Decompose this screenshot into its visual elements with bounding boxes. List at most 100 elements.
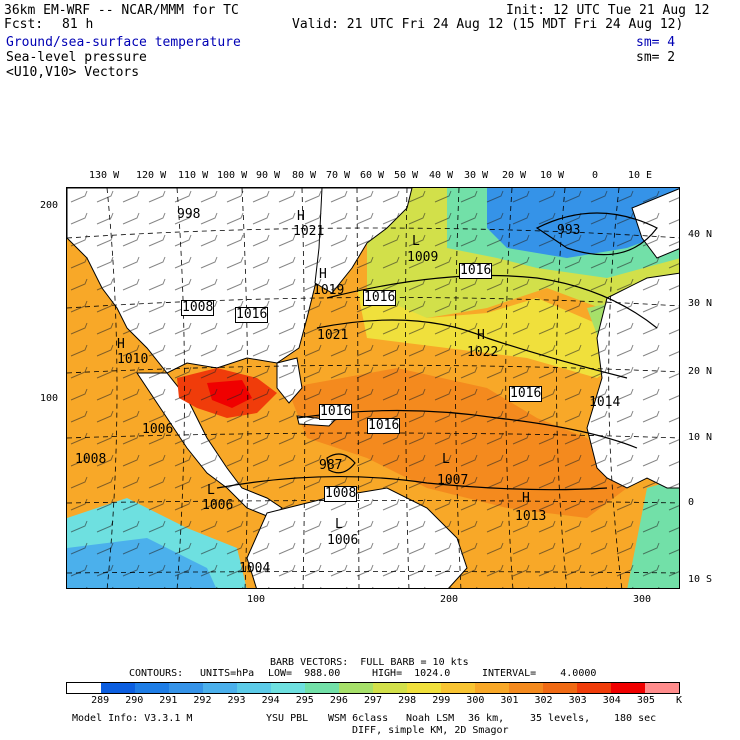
diffusion-info: DIFF, simple KM, 2D Smagor [352,725,509,736]
lon-tick: 130 W [89,170,120,181]
low-993: 993 [557,223,581,238]
lon-tick: 90 W [256,170,281,181]
land-surface-scheme: Noah LSM [406,713,455,724]
low-1006-b: 1006 [202,498,234,513]
colorbar-tick-label: 291 [159,695,178,706]
low-987: 987 [319,458,343,473]
colorbar-tick-label: 293 [227,695,246,706]
high-marker: H [117,337,125,352]
contour-label: 1014 [589,395,621,410]
low-marker: L [442,452,450,467]
microphysics-scheme: WSM 6class [328,713,389,724]
init-time: Init: 12 UTC Tue 21 Aug 12 [506,3,710,18]
time-step: 180 sec [614,713,657,724]
lon-tick: 30 W [464,170,489,181]
lon-tick: 40 W [429,170,454,181]
contour-label: 1016 [363,290,397,306]
contour-low: LOW= 988.00 [268,668,341,679]
lon-tick: 80 W [292,170,317,181]
lon-tick: 70 W [326,170,351,181]
lon-tick: 0 [592,170,599,181]
barb-legend: BARB VECTORS: FULL BARB = 10 kts [270,657,469,668]
model-info: Model Info: V3.3.1 M [72,713,193,724]
isobars [216,212,658,491]
lon-tick: 110 W [178,170,209,181]
colorbar-swatch [237,683,271,693]
lat-tick: 0 [688,497,695,508]
colorbar-swatch [339,683,373,693]
colorbar-tick-label: 301 [500,695,519,706]
colorbar-swatch [645,683,679,693]
forecast-hour: 81 h [62,17,94,32]
low-marker: L [207,483,215,498]
colorbar-swatch [373,683,407,693]
contour-label: 1016 [235,307,269,323]
pbl-scheme: YSU PBL [266,713,309,724]
high-marker: H [477,328,485,343]
high-marker: H [522,491,530,506]
contours-label: CONTOURS: [129,668,184,679]
colorbar-swatch [135,683,169,693]
contour-interval: INTERVAL= 4.0000 [482,668,597,679]
lon-tick: 10 W [540,170,565,181]
low-marker: L [412,234,420,249]
contour-label: 1016 [459,263,493,279]
colorbar-swatch [577,683,611,693]
low-1009: 1009 [407,250,439,265]
lat-tick: 10 N [688,432,713,443]
colorbar-unit: K [676,695,683,706]
lon-tick: 60 W [360,170,385,181]
lon-tick: 120 W [136,170,167,181]
high-marker: H [319,267,327,282]
lat-tick: 30 N [688,298,713,309]
colorbar-tick-label: 292 [193,695,212,706]
lat-tick: 10 S [688,574,713,585]
colorbar-tick-label: 299 [432,695,451,706]
grid-y-tick: 200 [40,200,59,211]
colorbar-swatch [441,683,475,693]
colorbar-tick-label: 290 [125,695,144,706]
field-sst-smoothing: sm= 4 [636,35,676,50]
resolution: 36 km, [468,713,505,724]
contour-label: 1008 [181,300,215,316]
colorbar-tick-label: 303 [568,695,587,706]
lon-tick: 20 W [502,170,527,181]
colorbar-swatch [509,683,543,693]
contour-label: 1016 [509,386,543,402]
high-1022: 1022 [467,345,499,360]
low-1006-c: 1006 [327,533,359,548]
contour-units: UNITS=hPa [200,668,255,679]
colorbar-swatch [407,683,441,693]
wind-barbs [67,188,679,588]
field-wind-label: <U10,V10> Vectors [6,65,140,80]
contour-label: 1016 [319,404,353,420]
field-slp-label: Sea-level pressure [6,50,147,65]
colorbar-swatch [271,683,305,693]
colorbar-swatch [475,683,509,693]
sst-colorbar [66,682,680,694]
sst-colorbar-labels: 289 290 291 292 293 294 295 296 297 298 299 300 301 3… [66,695,680,707]
low-1004: 1004 [239,561,271,576]
colorbar-tick-label: 302 [534,695,553,706]
colorbar-swatch [611,683,645,693]
low-998: 998 [177,207,201,222]
map-canvas [67,188,679,588]
colorbar-tick-label: 300 [466,695,485,706]
high-1013: 1013 [515,509,547,524]
field-sst-label: Ground/sea-surface temperature [6,35,241,50]
grid-y-tick: 100 [40,393,59,404]
vertical-levels: 35 levels, [530,713,591,724]
colorbar-tick-label: 298 [398,695,417,706]
high-1021-a: 1021 [293,224,325,239]
grid-x-tick: 100 [247,594,266,605]
low-1010: 1010 [117,352,149,367]
forecast-label: Fcst: [4,17,44,32]
colorbar-tick-label: 294 [261,695,280,706]
lon-tick: 10 E [628,170,653,181]
forecast-map[interactable]: 998 L 1009 H 1010 1006 1008 L 1006 987 L… [66,187,680,589]
contour-label: 1008 [324,486,358,502]
colorbar-swatch [305,683,339,693]
grid-x-tick: 200 [440,594,459,605]
contour-high: HIGH= 1024.0 [372,668,451,679]
colorbar-tick-label: 304 [602,695,621,706]
